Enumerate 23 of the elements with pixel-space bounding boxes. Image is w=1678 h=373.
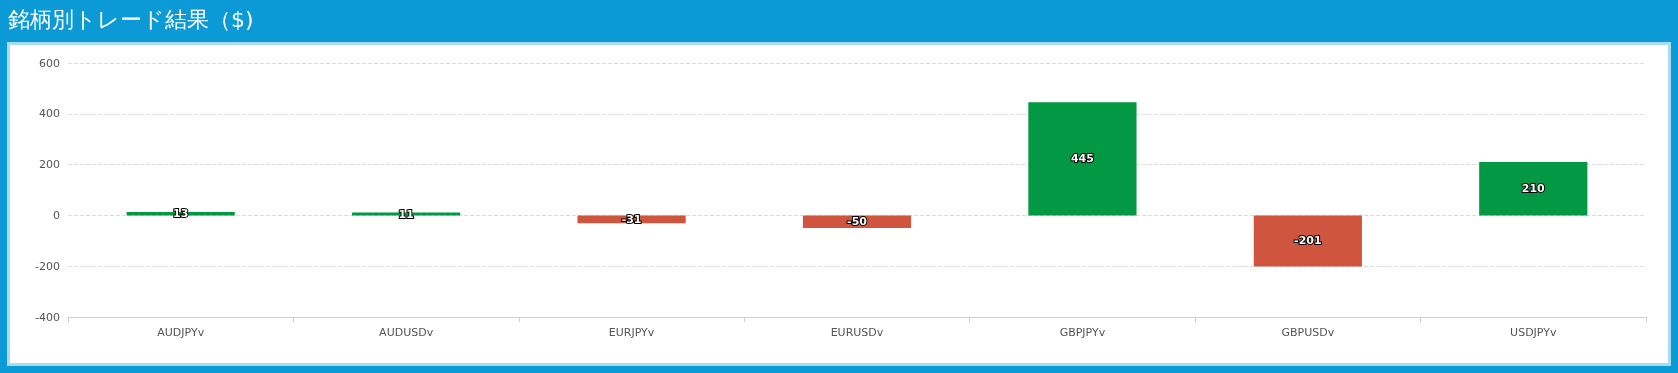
x-tick-label: EURUSDv	[830, 326, 884, 339]
data-label: 210	[1521, 182, 1546, 196]
data-label: 445	[1070, 152, 1094, 166]
y-tick-label: 200	[39, 158, 60, 172]
bar	[1479, 162, 1588, 216]
data-label: -31	[621, 212, 642, 226]
x-tick-label: GBPUSDv	[1281, 326, 1335, 339]
data-label: -201	[1294, 234, 1322, 248]
chart-title: 銘柄別トレード結果（$)	[7, 6, 255, 34]
y-tick-label: -200	[35, 259, 60, 273]
x-tick-label: EURJPYv	[608, 326, 655, 339]
x-tick-label: GBPJPYv	[1059, 326, 1106, 339]
x-tick-label: AUDUSDv	[379, 326, 434, 339]
data-label: -50	[847, 215, 868, 229]
x-tick-label: AUDJPYv	[157, 326, 205, 339]
bar	[1253, 215, 1362, 267]
y-tick-label: 600	[39, 56, 60, 70]
y-tick-label: 0	[53, 208, 60, 222]
data-label: 11	[398, 207, 414, 221]
bar	[1028, 102, 1137, 216]
y-tick-label: 400	[39, 107, 60, 121]
x-tick-label: USDJPYv	[1510, 326, 1557, 339]
y-tick-label: -400	[35, 310, 60, 324]
